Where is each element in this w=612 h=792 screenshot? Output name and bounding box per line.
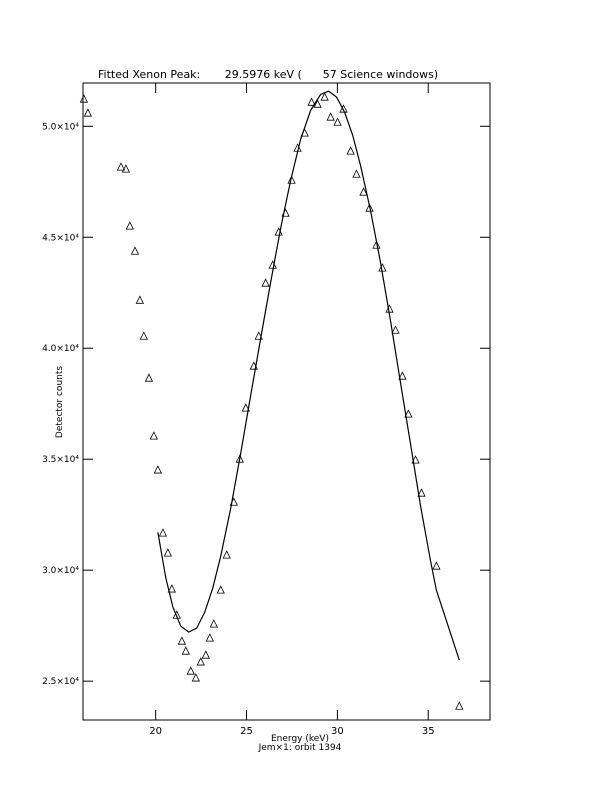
plot-frame: [82, 82, 491, 721]
data-point: [222, 550, 231, 559]
data-point: [398, 371, 407, 380]
y-tick-label: 3.0×10⁴: [42, 566, 79, 576]
data-point: [201, 650, 210, 659]
data-point: [339, 104, 348, 113]
y-tick-label: 4.0×10⁴: [42, 344, 79, 354]
y-tick-label: 3.5×10⁴: [42, 455, 79, 465]
subtitle: Jem×1: orbit 1394: [258, 743, 342, 753]
y-tick-label: 4.5×10⁴: [42, 233, 79, 243]
data-point: [216, 585, 225, 594]
data-point: [333, 117, 342, 126]
data-point: [307, 97, 316, 106]
x-tick-label: 35: [422, 726, 435, 737]
data-point: [116, 162, 126, 171]
x-tick-label: 30: [331, 726, 344, 737]
x-tick-label: 25: [240, 726, 253, 737]
data-point: [254, 331, 263, 340]
data-point: [326, 112, 335, 121]
data-point: [404, 409, 413, 418]
data-point: [352, 169, 361, 178]
data-point: [365, 203, 374, 212]
data-point: [241, 403, 250, 412]
data-point: [149, 431, 159, 440]
data-point: [191, 673, 200, 682]
data-point: [417, 488, 426, 497]
data-point: [153, 465, 163, 474]
data-point: [313, 99, 322, 108]
data-point: [196, 657, 205, 666]
data-point: [172, 610, 181, 619]
chart-title: Fitted Xenon Peak: 29.5976 keV ( 57 Scie…: [98, 68, 438, 81]
data-point: [135, 295, 145, 304]
data-point: [391, 325, 400, 334]
data-point: [205, 633, 214, 642]
x-axis-label: Energy (keV): [271, 734, 329, 744]
data-point: [163, 548, 172, 557]
data-point: [455, 701, 464, 710]
x-tick-label: 20: [149, 726, 162, 737]
y-tick-label: 5.0×10⁴: [42, 122, 79, 132]
y-tick-label: 2.5×10⁴: [42, 677, 79, 687]
data-point: [121, 164, 131, 173]
data-point: [79, 94, 89, 103]
data-point: [261, 278, 270, 287]
data-point: [359, 187, 368, 196]
data-point: [144, 373, 154, 382]
data-point: [346, 146, 355, 155]
data-point: [167, 584, 176, 593]
data-point: [432, 561, 441, 570]
data-point: [130, 246, 140, 255]
data-point: [158, 528, 168, 537]
data-point: [181, 646, 190, 655]
y-axis-label: Detector counts: [55, 366, 65, 438]
fit-line: [157, 90, 460, 661]
data-point: [125, 221, 135, 230]
data-point: [411, 455, 420, 464]
data-point: [139, 331, 149, 340]
data-point: [209, 619, 218, 628]
data-point: [372, 240, 381, 249]
data-point: [287, 175, 296, 184]
data-point: [177, 636, 186, 645]
data-point: [235, 454, 244, 463]
data-point: [83, 108, 93, 117]
data-point: [186, 666, 195, 675]
data-point: [320, 92, 329, 101]
